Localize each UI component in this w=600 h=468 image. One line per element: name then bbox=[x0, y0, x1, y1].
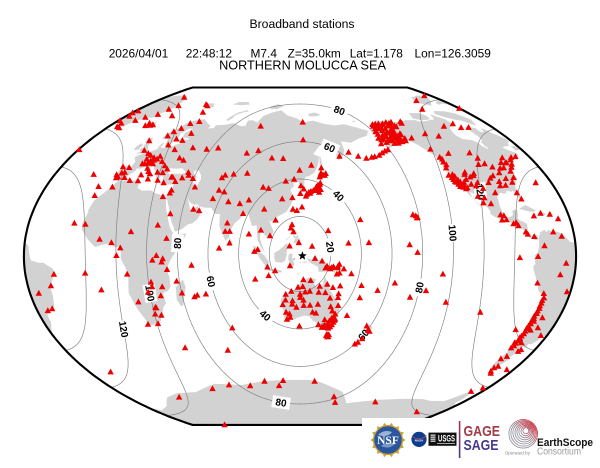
svg-text:80: 80 bbox=[332, 104, 347, 118]
svg-text:M7.4: M7.4 bbox=[251, 47, 278, 61]
svg-text:Lat=1.178: Lat=1.178 bbox=[350, 47, 404, 61]
svg-text:Operated by: Operated by bbox=[505, 451, 531, 456]
svg-text:Lon=126.3059: Lon=126.3059 bbox=[415, 47, 492, 61]
svg-text:80: 80 bbox=[173, 237, 185, 249]
svg-text:20: 20 bbox=[323, 241, 336, 254]
svg-text:60: 60 bbox=[322, 141, 337, 156]
svg-text:120: 120 bbox=[116, 320, 130, 339]
svg-text:Broadband stations: Broadband stations bbox=[249, 17, 354, 31]
svg-text:NORTHERN MOLUCCA SEA: NORTHERN MOLUCCA SEA bbox=[219, 58, 386, 72]
svg-text:60: 60 bbox=[203, 275, 216, 289]
svg-text:100: 100 bbox=[446, 224, 458, 242]
svg-text:EarthScope: EarthScope bbox=[537, 437, 593, 449]
svg-text:80: 80 bbox=[275, 397, 288, 410]
svg-text:GAGE: GAGE bbox=[464, 424, 501, 440]
svg-text:NASA: NASA bbox=[415, 438, 424, 442]
svg-text:22:48:12: 22:48:12 bbox=[186, 47, 233, 61]
svg-text:SAGE: SAGE bbox=[464, 438, 499, 454]
svg-text:Z=35.0km: Z=35.0km bbox=[288, 47, 341, 61]
svg-text:USGS: USGS bbox=[438, 433, 455, 443]
svg-text:Consortium: Consortium bbox=[537, 447, 581, 458]
svg-text:NSF: NSF bbox=[377, 435, 399, 447]
svg-text:80: 80 bbox=[414, 281, 427, 294]
svg-text:2026/04/01: 2026/04/01 bbox=[109, 47, 169, 61]
